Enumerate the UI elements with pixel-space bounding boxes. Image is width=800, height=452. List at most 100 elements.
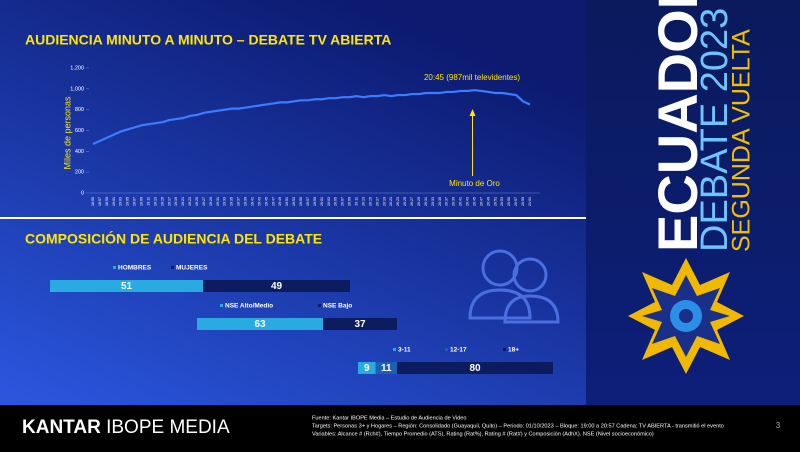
legend-swatch: [171, 266, 174, 269]
legend-swatch: [445, 348, 448, 351]
data-label: 9: [364, 363, 370, 374]
data-label: 37: [354, 319, 366, 330]
y-tick-label: 400: [75, 149, 84, 155]
x-tick-label: 20:31: [424, 197, 428, 206]
data-label: 49: [271, 281, 283, 292]
x-tick-label: 20:19: [382, 197, 386, 206]
legend-swatch: [503, 348, 506, 351]
chart-title: AUDIENCIA MINUTO A MINUTO – DEBATE TV AB…: [25, 32, 391, 48]
x-tick-label: 20:37: [445, 197, 449, 206]
y-axis-label: Miles de personas: [62, 96, 72, 170]
x-tick-label: 19:05: [126, 197, 130, 206]
x-tick-label: 19:27: [202, 197, 206, 206]
bar-segment: [397, 362, 553, 374]
x-tick-label: 20:53: [500, 197, 504, 206]
legend-label: MUJERES: [176, 265, 208, 272]
y-tick-label: 600: [75, 128, 84, 134]
x-tick-label: 20:45: [472, 197, 476, 206]
legend-label: NSE Bajo: [323, 303, 352, 310]
x-tick-label: 18:59: [105, 197, 109, 206]
annotation: 20:45 (987mil televidentes): [424, 73, 520, 82]
x-tick-label: 19:29: [209, 197, 213, 206]
data-label: 51: [121, 281, 133, 292]
x-tick-label: 20:13: [361, 197, 365, 206]
x-tick-label: 19:13: [153, 197, 157, 206]
legend-label: HOMBRES: [118, 265, 152, 272]
x-tick-label: 19:57: [306, 197, 310, 206]
bar-segment: [197, 318, 323, 330]
x-tick-label: 19:39: [244, 197, 248, 206]
x-tick-label: 19:59: [313, 197, 317, 206]
y-tick-label: 1,000: [70, 86, 84, 92]
x-tick-label: 19:07: [133, 197, 137, 206]
data-label: 63: [254, 319, 266, 330]
brand-subtitle: DEBATE 2023: [694, 8, 736, 252]
footer: [0, 405, 800, 452]
x-tick-label: 20:33: [431, 197, 435, 206]
y-tick-label: 800: [75, 107, 84, 113]
x-tick-label: 19:43: [257, 197, 261, 206]
bar-segment: [358, 362, 376, 374]
x-tick-label: 20:03: [327, 197, 331, 206]
x-tick-label: 19:35: [230, 197, 234, 206]
y-tick-label: 200: [75, 170, 84, 176]
x-tick-label: 19:23: [188, 197, 192, 206]
x-tick-label: 19:37: [237, 197, 241, 206]
x-tick-label: 19:25: [195, 197, 199, 206]
x-tick-label: 19:11: [146, 197, 150, 206]
x-tick-label: 19:55: [299, 197, 303, 206]
data-label: 11: [381, 363, 392, 374]
annotation-arrowhead: [469, 109, 476, 116]
x-tick-label: 20:43: [466, 197, 470, 206]
bar-segment: [203, 280, 350, 292]
legend-swatch: [113, 266, 116, 269]
x-tick-label: 20:23: [396, 197, 400, 206]
x-tick-label: 19:01: [112, 197, 116, 206]
data-label: 80: [469, 363, 481, 374]
brand-subtitle: SEGUNDA VUELTA: [728, 29, 756, 252]
x-tick-label: 20:01: [320, 197, 324, 206]
bar-segment: [323, 318, 397, 330]
legend-label: 3-11: [398, 347, 411, 354]
x-tick-label: 18:57: [98, 197, 102, 206]
legend-swatch: [318, 304, 321, 307]
chart-title: COMPOSICIÓN DE AUDIENCIA DEL DEBATE: [25, 230, 322, 247]
x-tick-label: 20:51: [493, 197, 497, 206]
x-tick-label: 21:01: [528, 197, 532, 206]
footer-source: Variables: Alcance # (Rch#), Tiempo Prom…: [312, 431, 654, 437]
y-tick-label: 0: [81, 190, 84, 196]
x-tick-label: 19:45: [264, 197, 268, 206]
legend-label: NSE Alto/Medio: [225, 303, 273, 310]
x-tick-label: 19:09: [140, 197, 144, 206]
x-tick-label: 20:57: [514, 197, 518, 206]
audience-icon: [468, 249, 560, 324]
x-tick-label: 19:49: [278, 197, 282, 206]
footer-source: Fuente: Kantar IBOPE Media – Estudio de …: [312, 415, 466, 421]
x-tick-label: 20:41: [459, 197, 463, 206]
x-tick-label: 19:47: [271, 197, 275, 206]
x-tick-label: 20:55: [507, 197, 511, 206]
x-tick-label: 20:17: [375, 197, 379, 206]
x-tick-label: 19:21: [181, 197, 185, 206]
footer-source: Targets: Personas 3+ y Hogares – Región:…: [312, 423, 724, 429]
legend-swatch: [220, 304, 223, 307]
x-tick-label: 19:15: [160, 197, 164, 206]
x-tick-label: 20:49: [486, 197, 490, 206]
x-tick-label: 20:27: [410, 197, 414, 206]
x-tick-label: 18:55: [91, 197, 95, 206]
x-tick-label: 20:11: [355, 197, 359, 206]
x-tick-label: 19:51: [285, 197, 289, 206]
x-tick-label: 20:09: [348, 197, 352, 206]
bar-segment: [50, 280, 203, 292]
x-tick-label: 20:21: [389, 197, 393, 206]
x-tick-label: 20:05: [334, 197, 338, 206]
x-tick-label: 20:25: [403, 197, 407, 206]
logo: [628, 258, 744, 374]
x-tick-label: 19:53: [292, 197, 296, 206]
x-tick-label: 19:19: [174, 197, 178, 206]
x-tick-label: 20:07: [341, 197, 345, 206]
bar-segment: [375, 362, 397, 374]
x-tick-label: 19:33: [223, 197, 227, 206]
line-series: [92, 89, 531, 146]
